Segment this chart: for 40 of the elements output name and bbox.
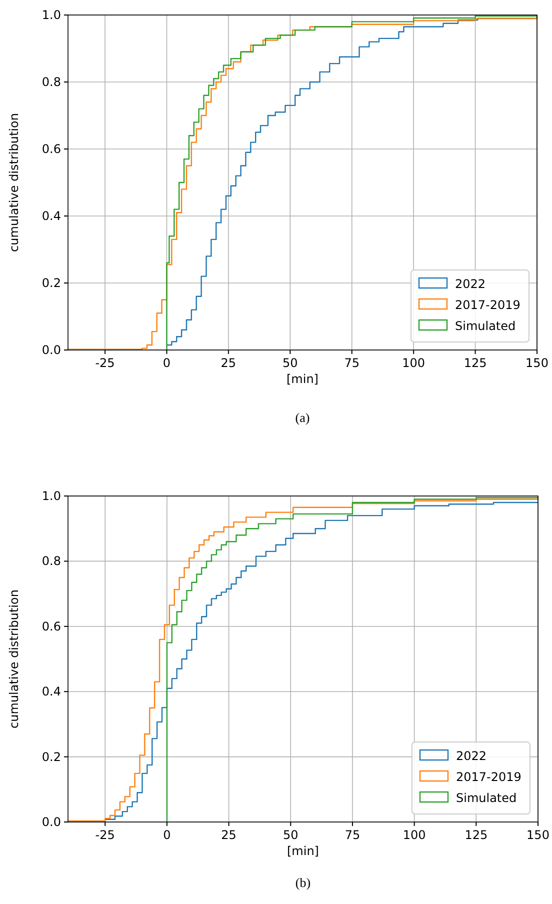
y-tick-label: 0.6 xyxy=(42,619,61,634)
y-tick-label: 0.2 xyxy=(42,276,61,290)
y-tick-label: 1.0 xyxy=(42,8,61,22)
x-tick-label: 75 xyxy=(344,828,360,842)
x-tick-label: 125 xyxy=(464,828,488,842)
y-tick-label: 1.0 xyxy=(42,489,61,503)
x-tick-label: 50 xyxy=(282,828,298,842)
text: (a) xyxy=(295,410,310,425)
x-tick-label: -25 xyxy=(95,828,115,842)
y-tick-label: 0.2 xyxy=(42,750,61,764)
x-tick-label: 150 xyxy=(526,356,548,370)
y-tick-label: 0.4 xyxy=(42,209,61,223)
x-axis-title: [min] xyxy=(286,372,318,386)
legend-label: Simulated xyxy=(456,791,517,805)
y-tick-label: 0.8 xyxy=(42,554,61,568)
x-tick-label: 125 xyxy=(464,356,487,370)
y-tick-label: 0.0 xyxy=(42,343,61,357)
legend-label: 2022 xyxy=(455,277,486,291)
text: (b) xyxy=(295,875,311,890)
x-tick-label: 50 xyxy=(282,356,298,370)
y-tick-label: 0.4 xyxy=(42,684,61,699)
x-tick-label: 100 xyxy=(402,356,426,370)
y-axis-title: cumulative distribution xyxy=(7,590,21,728)
x-tick-label: -25 xyxy=(95,356,115,370)
legend-label: 2022 xyxy=(456,749,487,763)
x-tick-label: 0 xyxy=(163,828,171,842)
y-tick-label: 0.8 xyxy=(42,75,61,89)
x-tick-label: 25 xyxy=(221,828,236,842)
y-tick-label: 0.0 xyxy=(42,815,61,829)
x-tick-label: 75 xyxy=(344,356,360,370)
legend-label: Simulated xyxy=(455,319,516,333)
legend-label: 2017-2019 xyxy=(456,770,522,784)
y-axis-title: cumulative distribution xyxy=(7,113,21,252)
x-axis-title: [min] xyxy=(287,844,319,858)
x-tick-label: 150 xyxy=(526,828,550,842)
legend-label: 2017-2019 xyxy=(455,298,520,312)
x-tick-label: 100 xyxy=(402,828,426,842)
x-tick-label: 0 xyxy=(162,356,171,370)
x-tick-label: 25 xyxy=(220,356,236,370)
y-tick-label: 0.6 xyxy=(42,142,61,156)
